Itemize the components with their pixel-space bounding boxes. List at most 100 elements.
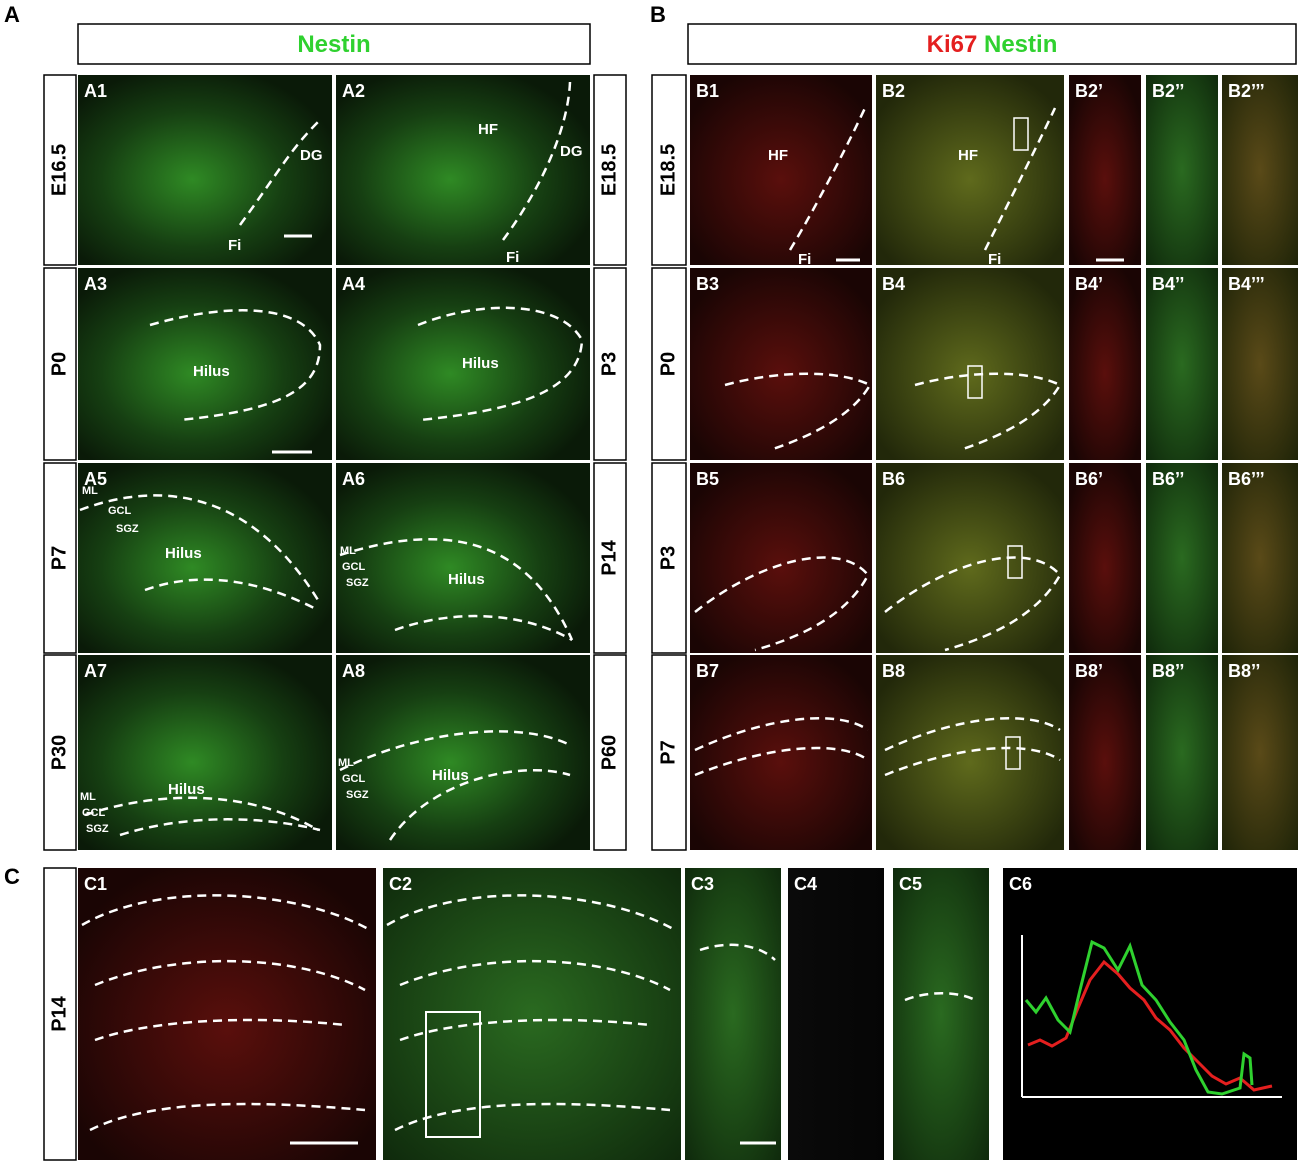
image-panel xyxy=(336,75,590,265)
panel-label: C2 xyxy=(389,874,412,894)
annotation: Fi xyxy=(228,237,241,254)
annotation: Hilus xyxy=(448,571,485,588)
annotation: SGZ xyxy=(86,823,109,835)
row-label: P30 xyxy=(48,735,70,771)
image-panel xyxy=(1069,268,1141,460)
panel-label: B5 xyxy=(696,469,719,489)
panel-label: B4’’’ xyxy=(1228,274,1265,294)
row-label: E18.5 xyxy=(657,144,679,196)
image-panel xyxy=(336,463,590,653)
annotation: Fi xyxy=(506,249,519,266)
panel-label: B1 xyxy=(696,81,719,101)
image-panel xyxy=(78,868,376,1160)
panel-label: B6 xyxy=(882,469,905,489)
header-box xyxy=(687,23,1297,65)
row-label-box xyxy=(593,267,627,461)
annotation: ML xyxy=(82,485,98,497)
image-panel xyxy=(78,463,332,653)
panel-label: A6 xyxy=(342,469,365,489)
annotation: Hilus xyxy=(432,767,469,784)
row-label: P0 xyxy=(48,352,70,376)
panel-label: C6 xyxy=(1009,874,1032,894)
panel-label: B4’ xyxy=(1075,274,1103,294)
panel-label: B2’ xyxy=(1075,81,1103,101)
image-panel xyxy=(78,655,332,850)
row-label-box xyxy=(651,654,687,851)
image-panel xyxy=(1222,268,1298,460)
panel-label: C1 xyxy=(84,874,107,894)
panel-label: C5 xyxy=(899,874,922,894)
annotation: ML xyxy=(340,545,356,557)
panel-label: B8’’ xyxy=(1228,661,1260,681)
image-panel xyxy=(383,868,681,1160)
image-panel xyxy=(78,75,332,265)
panel-label: B4’’ xyxy=(1152,274,1184,294)
annotation: DG xyxy=(300,147,323,164)
annotation: Fi xyxy=(988,251,1001,268)
panel-label: B2 xyxy=(882,81,905,101)
header-part: Nestin xyxy=(984,31,1057,58)
row-label-box xyxy=(593,462,627,654)
annotation: GCL xyxy=(82,807,106,819)
image-panel xyxy=(788,868,884,1160)
row-label: P14 xyxy=(598,539,620,575)
image-panel xyxy=(876,75,1064,265)
panel-label: B8’ xyxy=(1075,661,1103,681)
row-label-box xyxy=(651,462,687,654)
header-part: Ki67 xyxy=(927,31,978,58)
row-label: E18.5 xyxy=(598,144,620,196)
row-label-box xyxy=(593,74,627,266)
annotation: HF xyxy=(478,121,498,138)
panel-label: A5 xyxy=(84,469,107,489)
annotation: Hilus xyxy=(168,781,205,798)
image-panel xyxy=(1222,75,1298,265)
image-panel xyxy=(690,75,872,265)
panel-label: B2’’’ xyxy=(1228,81,1265,101)
image-panel xyxy=(876,655,1064,850)
panel-label: B6’ xyxy=(1075,469,1103,489)
panel-label: A4 xyxy=(342,274,365,294)
row-label-box xyxy=(651,267,687,461)
annotation: GCL xyxy=(342,773,366,785)
row-label: P3 xyxy=(657,546,679,570)
panel-label: A1 xyxy=(84,81,107,101)
section-label: C xyxy=(4,864,20,889)
panel-label: B6’’ xyxy=(1152,469,1184,489)
section-label: B xyxy=(650,2,666,27)
image-panel xyxy=(1222,463,1298,653)
row-label: P7 xyxy=(48,546,70,570)
annotation: HF xyxy=(958,147,978,164)
image-panel xyxy=(1003,868,1297,1160)
image-panel xyxy=(690,655,872,850)
annotation: DG xyxy=(560,143,583,160)
panel-label: B7 xyxy=(696,661,719,681)
image-panel xyxy=(1069,655,1141,850)
annotation: SGZ xyxy=(346,789,369,801)
panel-label: B8 xyxy=(882,661,905,681)
annotation: ML xyxy=(338,757,354,769)
image-panel xyxy=(690,463,872,653)
image-panel xyxy=(1069,75,1141,265)
row-label: P14 xyxy=(48,995,70,1031)
overlay xyxy=(79,81,1282,1145)
image-panel xyxy=(690,268,872,460)
image-panel xyxy=(336,655,590,850)
row-label: P60 xyxy=(598,735,620,771)
image-panel xyxy=(78,268,332,460)
image-panel xyxy=(1146,655,1218,850)
annotation: SGZ xyxy=(346,577,369,589)
row-label: E16.5 xyxy=(48,144,70,196)
annotation: GCL xyxy=(108,505,132,517)
panel-label: C4 xyxy=(794,874,817,894)
row-label-box xyxy=(651,74,687,266)
annotation: ML xyxy=(80,791,96,803)
header: Ki67 Nestin xyxy=(927,31,1058,58)
panel-label: B2’’ xyxy=(1152,81,1184,101)
header: Nestin xyxy=(297,31,370,58)
panel-label: B3 xyxy=(696,274,719,294)
annotation: SGZ xyxy=(116,523,139,535)
image-panel xyxy=(876,268,1064,460)
row-label-box xyxy=(43,867,77,1161)
annotation: Hilus xyxy=(193,363,230,380)
